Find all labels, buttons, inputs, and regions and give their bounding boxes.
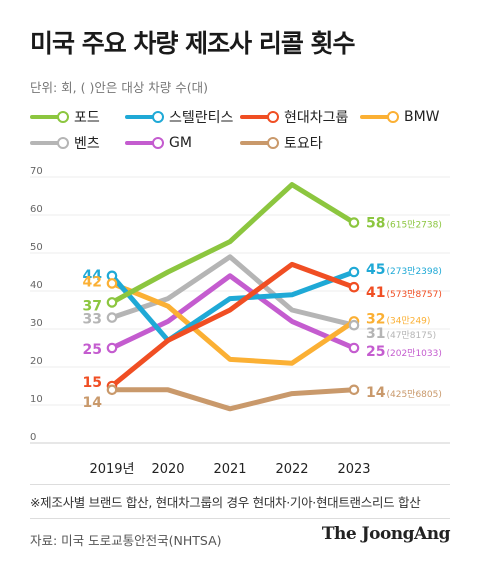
data-label: 14 xyxy=(83,395,103,411)
end-label: 32(34만249) xyxy=(366,311,430,327)
data-label: 32 xyxy=(366,311,385,327)
legend-swatch xyxy=(30,136,69,150)
legend-swatch xyxy=(125,110,164,124)
legend-swatch xyxy=(360,110,399,124)
data-point xyxy=(106,312,118,323)
data-point xyxy=(106,342,118,354)
legend-label: GM xyxy=(169,135,192,151)
series-line xyxy=(109,280,357,366)
legend-swatch xyxy=(240,136,279,150)
y-tick-label: 0 xyxy=(30,432,36,443)
vehicle-count-note: (202만1033) xyxy=(386,348,441,359)
legend: 포드 스텔란티스 현대차그룹 BMW 벤츠 GM 토요타 xyxy=(30,108,470,158)
data-label: 14 xyxy=(366,385,386,401)
legend-label: 현대차그룹 xyxy=(284,110,349,126)
legend-item: 벤츠 xyxy=(30,134,100,152)
legend-swatch xyxy=(30,110,69,124)
legend-label: BMW xyxy=(404,109,440,125)
data-point xyxy=(348,384,360,396)
end-label: 25(202만1033) xyxy=(366,344,442,360)
y-tick-label: 20 xyxy=(30,356,43,367)
vehicle-count-note: (47만8175) xyxy=(386,330,436,341)
data-point xyxy=(106,278,118,289)
line-chart: 0 10 20 30 40 50 60 70 2019년 2020 2021 2022 2023 37 44… xyxy=(30,166,450,477)
data-label: 37 xyxy=(83,298,102,314)
end-label: 14(425만6805) xyxy=(366,385,442,401)
vehicle-count-note: (425만6805) xyxy=(386,389,441,400)
legend-swatch xyxy=(125,136,164,150)
y-tick-label: 40 xyxy=(30,280,43,291)
data-point xyxy=(106,297,118,308)
data-label: 58 xyxy=(366,216,385,232)
data-label: 31 xyxy=(366,326,385,342)
vehicle-count-note: (615만2738) xyxy=(386,220,441,231)
end-label: 58(615만2738) xyxy=(366,216,442,232)
y-tick-label: 70 xyxy=(30,166,43,177)
vehicle-count-note: (573만8757) xyxy=(386,289,441,300)
legend-label: 벤츠 xyxy=(74,136,100,152)
chart-title: 미국 주요 차량 제조사 리콜 횟수 xyxy=(30,29,356,58)
series-line xyxy=(109,387,357,412)
series-line xyxy=(109,269,357,343)
legend-label: 토요타 xyxy=(284,136,323,152)
data-label: 25 xyxy=(83,342,102,358)
legend-item: 현대차그룹 xyxy=(240,108,348,126)
data-point xyxy=(348,266,360,278)
vehicle-count-note: (273만2398) xyxy=(386,266,441,277)
vehicle-count-note: (34만249) xyxy=(386,315,430,326)
data-label: 15 xyxy=(83,375,102,391)
legend-swatch xyxy=(240,110,279,124)
data-label: 45 xyxy=(366,262,385,278)
series-line xyxy=(109,182,357,305)
end-label: 31(47만8175) xyxy=(366,326,436,342)
legend-item: 포드 xyxy=(30,108,100,126)
legend-item: 토요타 xyxy=(240,134,323,152)
data-label: 42 xyxy=(83,274,102,290)
legend-label: 스텔란티스 xyxy=(169,110,234,126)
legend-item: GM xyxy=(125,134,192,152)
data-label: 41 xyxy=(366,285,385,301)
data-point xyxy=(348,281,360,293)
unit-note: 단위: 회, ( )안은 대상 차량 수(대) xyxy=(30,80,209,95)
x-tick-label: 2022 xyxy=(275,462,308,477)
series-line xyxy=(109,261,357,389)
divider xyxy=(30,484,450,485)
divider xyxy=(30,518,450,519)
x-tick-label: 2021 xyxy=(213,462,246,477)
data-point xyxy=(348,342,360,354)
y-tick-label: 50 xyxy=(30,242,43,253)
legend-label: 포드 xyxy=(74,110,100,126)
data-point xyxy=(348,319,360,331)
y-tick-label: 10 xyxy=(30,394,43,405)
x-tick-label: 2019년 xyxy=(89,462,134,477)
data-point xyxy=(348,217,360,228)
data-label: 33 xyxy=(83,312,102,328)
end-label: 41(573만8757) xyxy=(366,285,442,301)
source-note: 자료: 미국 도로교통안전국(NHTSA) xyxy=(30,533,222,548)
data-label: 25 xyxy=(366,344,385,360)
y-tick-label: 30 xyxy=(30,318,43,329)
brand-logo: The JoongAng xyxy=(321,524,451,544)
data-point xyxy=(106,384,118,396)
series-line xyxy=(109,273,357,351)
legend-item: 스텔란티스 xyxy=(125,108,233,126)
end-label: 45(273만2398) xyxy=(366,262,442,278)
legend-item: BMW xyxy=(360,108,440,126)
footnote: ※제조사별 브랜드 합산, 현대차그룹의 경우 현대차·기아·현대트랜스리드 합… xyxy=(30,495,421,510)
data-label: 44 xyxy=(83,268,103,284)
x-tick-label: 2020 xyxy=(151,462,184,477)
series-line xyxy=(109,254,357,328)
x-tick-label: 2023 xyxy=(337,462,370,477)
y-tick-label: 60 xyxy=(30,204,43,215)
